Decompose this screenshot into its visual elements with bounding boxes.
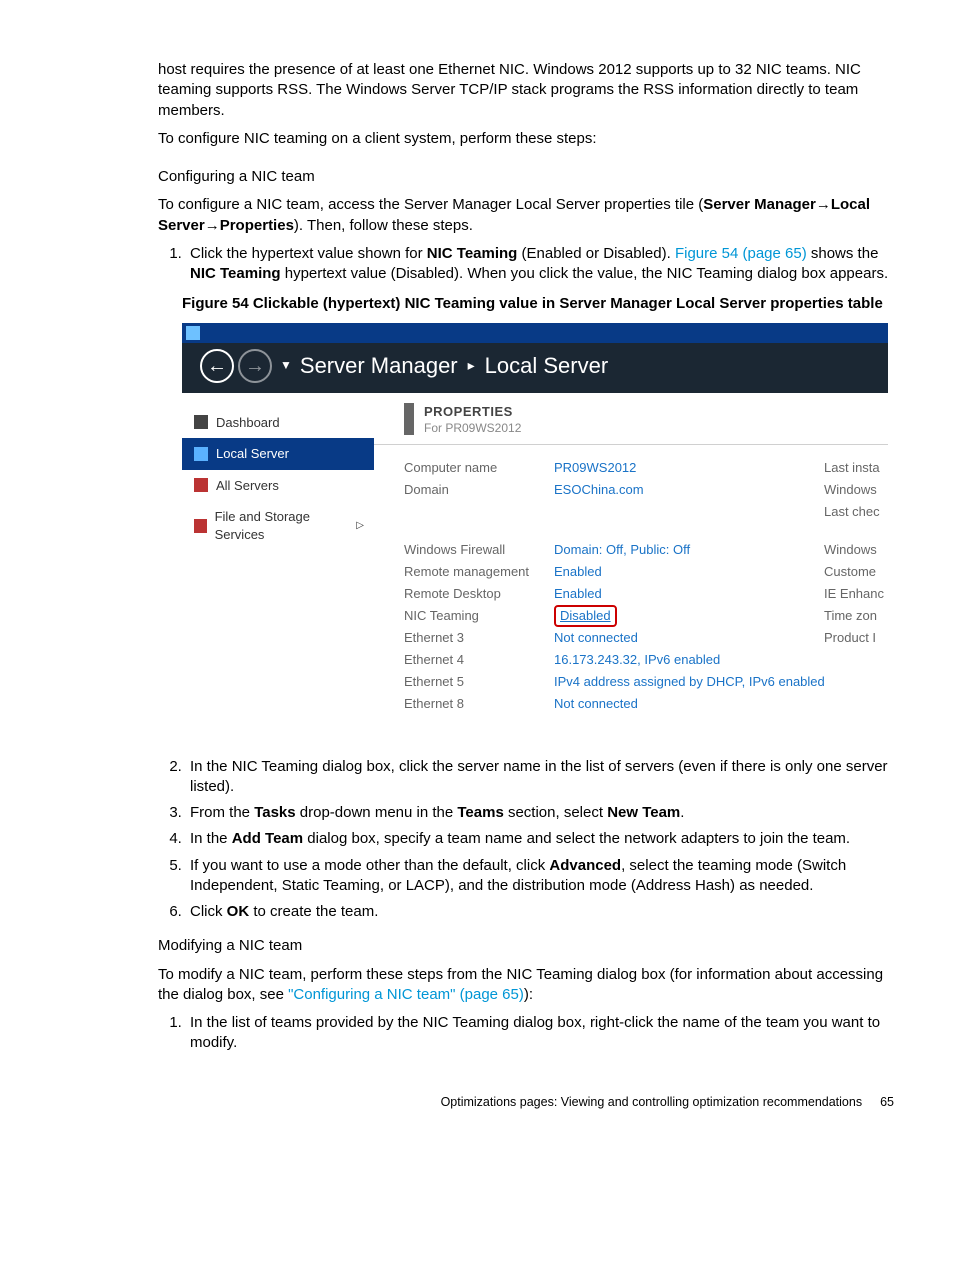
prop-right-label: Last insta — [824, 457, 888, 479]
sidebar: Dashboard Local Server All Servers File … — [182, 393, 374, 743]
prop-value-firewall[interactable]: Domain: Off, Public: Off — [554, 539, 824, 561]
forward-button[interactable]: → — [238, 349, 272, 383]
divider — [374, 444, 888, 445]
prop-right-label: Time zon — [824, 605, 888, 627]
prop-label: NIC Teaming — [404, 605, 554, 627]
panel-accent-bar — [404, 403, 414, 435]
intro-para-1: host requires the presence of at least o… — [158, 60, 894, 121]
prop-label: Domain — [404, 479, 554, 501]
page-footer: Optimizations pages: Viewing and control… — [158, 1094, 894, 1111]
server-manager-header: ← → ▼ Server Manager ▸ Local Server — [182, 343, 888, 393]
sidebar-item-label: Dashboard — [216, 414, 280, 432]
properties-panel: PROPERTIES For PR09WS2012 Computer name … — [374, 393, 888, 743]
sidebar-item-file-storage[interactable]: File and Storage Services ▷ — [182, 501, 374, 550]
sidebar-item-all-servers[interactable]: All Servers — [182, 470, 374, 502]
sidebar-item-label: Local Server — [216, 445, 289, 463]
prop-value-remote-mgmt[interactable]: Enabled — [554, 561, 824, 583]
section1-heading: Configuring a NIC team — [158, 167, 894, 187]
properties-title: PROPERTIES — [424, 403, 521, 421]
properties-grid: Computer name Domain Windows Firewall Re… — [404, 457, 888, 715]
prop-label: Ethernet 8 — [404, 693, 554, 715]
steps-list-1: Click the hypertext value shown for NIC … — [158, 244, 894, 285]
prop-value-eth5[interactable]: IPv4 address assigned by DHCP, IPv6 enab… — [554, 671, 824, 693]
breadcrumb: Server Manager ▸ Local Server — [300, 351, 608, 381]
step-2: In the NIC Teaming dialog box, click the… — [186, 757, 894, 798]
prop-right-label: IE Enhanc — [824, 583, 888, 605]
chevron-right-icon: ▷ — [356, 519, 364, 533]
footer-page-number: 65 — [880, 1094, 894, 1111]
prop-label: Remote Desktop — [404, 583, 554, 605]
prop-label: Windows Firewall — [404, 539, 554, 561]
document-page: host requires the presence of at least o… — [0, 0, 954, 1140]
prop-value-eth8[interactable]: Not connected — [554, 693, 824, 715]
dashboard-icon — [194, 415, 208, 429]
prop-label: Remote management — [404, 561, 554, 583]
step-3: From the Tasks drop-down menu in the Tea… — [186, 803, 894, 823]
modify-step-1: In the list of teams provided by the NIC… — [186, 1013, 894, 1054]
section1-intro: To configure a NIC team, access the Serv… — [158, 195, 894, 236]
sidebar-item-dashboard[interactable]: Dashboard — [182, 407, 374, 439]
prop-right-label: Custome — [824, 561, 888, 583]
prop-label: Ethernet 4 — [404, 649, 554, 671]
prop-value-eth3[interactable]: Not connected — [554, 627, 824, 649]
chevron-right-icon: ▸ — [468, 356, 475, 375]
step-4: In the Add Team dialog box, specify a te… — [186, 829, 894, 849]
prop-label: Ethernet 3 — [404, 627, 554, 649]
servers-icon — [194, 478, 208, 492]
prop-value-domain[interactable]: ESOChina.com — [554, 479, 824, 501]
prop-value-remote-desktop[interactable]: Enabled — [554, 583, 824, 605]
figure-caption: Figure 54 Clickable (hypertext) NIC Team… — [182, 294, 894, 314]
prop-right-label: Windows — [824, 479, 888, 501]
intro-para-2: To configure NIC teaming on a client sys… — [158, 129, 894, 149]
breadcrumb-root[interactable]: Server Manager — [300, 351, 458, 381]
step-1: Click the hypertext value shown for NIC … — [186, 244, 894, 285]
step-5: If you want to use a mode other than the… — [186, 856, 894, 897]
back-button[interactable]: ← — [200, 349, 234, 383]
sidebar-item-label: File and Storage Services — [215, 508, 349, 543]
window-titlebar — [182, 323, 888, 343]
sidebar-item-local-server[interactable]: Local Server — [182, 438, 374, 470]
section2-heading: Modifying a NIC team — [158, 936, 894, 956]
server-icon — [194, 447, 208, 461]
breadcrumb-current: Local Server — [485, 351, 609, 381]
properties-subtitle: For PR09WS2012 — [424, 420, 521, 436]
prop-right-label: Last chec — [824, 501, 888, 523]
steps-list-3: In the list of teams provided by the NIC… — [158, 1013, 894, 1054]
prop-value-computer-name[interactable]: PR09WS2012 — [554, 457, 824, 479]
prop-right-label: Windows — [824, 539, 888, 561]
footer-text: Optimizations pages: Viewing and control… — [441, 1094, 863, 1111]
history-dropdown[interactable]: ▼ — [280, 357, 292, 373]
prop-right-label: Product I — [824, 627, 888, 649]
step-6: Click OK to create the team. — [186, 902, 894, 922]
config-nic-team-link[interactable]: "Configuring a NIC team" (page 65) — [288, 986, 524, 1003]
figure-ref-link[interactable]: Figure 54 (page 65) — [675, 245, 807, 262]
prop-value-nic-teaming-highlight[interactable]: Disabled — [554, 605, 617, 627]
app-icon — [186, 326, 200, 340]
section2-intro: To modify a NIC team, perform these step… — [158, 965, 894, 1006]
figure-54-screenshot: ← → ▼ Server Manager ▸ Local Server Dash… — [182, 323, 888, 743]
prop-label: Computer name — [404, 457, 554, 479]
steps-list-2: In the NIC Teaming dialog box, click the… — [158, 757, 894, 923]
prop-label: Ethernet 5 — [404, 671, 554, 693]
prop-value-eth4[interactable]: 16.173.243.32, IPv6 enabled — [554, 649, 824, 671]
sidebar-item-label: All Servers — [216, 477, 279, 495]
storage-icon — [194, 519, 207, 533]
